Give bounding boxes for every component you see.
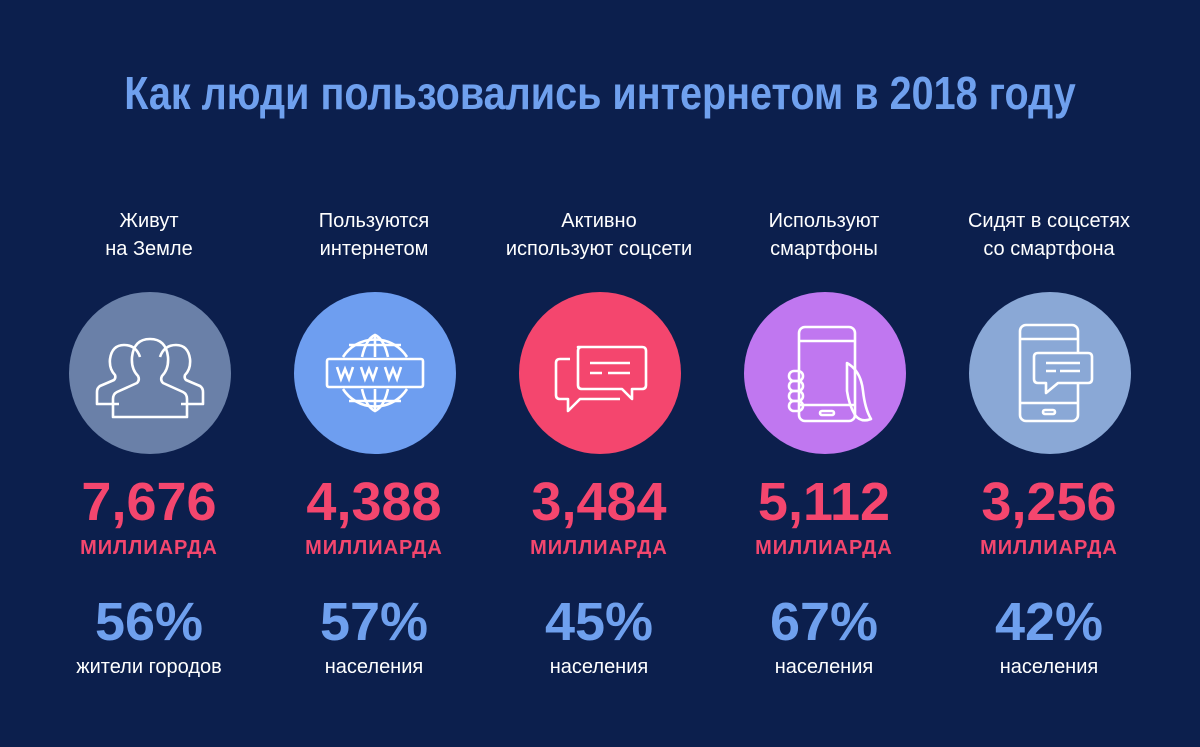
page-title: Как люди пользовались интернетом в 2018 … (124, 67, 1076, 119)
stat-value: 4,388 (306, 472, 442, 532)
caption-line-1: Используют (768, 210, 880, 232)
stat-value: 3,484 (531, 472, 667, 532)
stat-column-smartphones: Используют смартфоны 5,112 МИЛЛИАРДА 67%… (712, 0, 936, 747)
stat-caption: Живут на Земле (37, 207, 261, 263)
caption-line-1: Живут (119, 210, 179, 232)
caption-line-1: Сидят в соцсетях (967, 210, 1131, 232)
icon-circle (744, 292, 906, 454)
icon-circle (519, 292, 681, 454)
stat-unit: МИЛЛИАРДА (80, 537, 218, 559)
icon-circle (69, 292, 231, 454)
stat-percent-label: населения (549, 656, 649, 678)
caption-line-2: используют соцсети (505, 238, 693, 260)
stat-percent-label: жители городов (76, 656, 222, 678)
stat-caption: Активно используют соцсети (487, 207, 711, 263)
smartphone-hand-icon (787, 325, 873, 423)
stat-percent-label: населения (324, 656, 424, 678)
phone-chat-icon (1018, 323, 1094, 423)
caption-line-2: со смартфона (983, 238, 1115, 260)
stat-unit: МИЛЛИАРДА (755, 537, 893, 559)
stat-value: 7,676 (81, 472, 217, 532)
stat-unit: МИЛЛИАРДА (305, 537, 443, 559)
caption-line-2: интернетом (319, 238, 429, 260)
stat-percent: 56% (94, 592, 204, 652)
stat-percent-label: населения (774, 656, 874, 678)
stat-unit: МИЛЛИАРДА (530, 537, 668, 559)
stat-caption: Пользуются интернетом (262, 207, 486, 263)
stat-percent-label: населения (999, 656, 1099, 678)
stat-column-social: Активно используют соцсети 3,484 МИЛЛИАР… (487, 0, 711, 747)
caption-line-2: на Земле (105, 238, 193, 260)
stat-value: 5,112 (757, 472, 891, 532)
stat-percent: 42% (994, 592, 1104, 652)
globe-www-icon (325, 333, 425, 413)
icon-circle (969, 292, 1131, 454)
stat-value: 3,256 (981, 472, 1117, 532)
people-icon (95, 337, 205, 419)
icon-circle (294, 292, 456, 454)
chat-bubbles-icon (554, 345, 648, 413)
stat-unit: МИЛЛИАРДА (980, 537, 1118, 559)
stat-percent: 45% (544, 592, 654, 652)
caption-line-1: Пользуются (318, 210, 430, 232)
stat-column-mobile-social: Сидят в соцсетях со смартфона 3,256 МИЛЛ… (937, 0, 1161, 747)
caption-line-2: смартфоны (770, 238, 878, 260)
stat-column-population: Живут на Земле 7,676 МИЛЛИАРДА 56% жител… (37, 0, 261, 747)
stat-caption: Сидят в соцсетях со смартфона (937, 207, 1161, 263)
stat-caption: Используют смартфоны (712, 207, 936, 263)
caption-line-1: Активно (561, 210, 637, 232)
stat-percent: 67% (769, 592, 879, 652)
stat-column-internet: Пользуются интернетом 4,388 МИЛЛИАРДА 57… (262, 0, 486, 747)
stat-percent: 57% (319, 592, 429, 652)
